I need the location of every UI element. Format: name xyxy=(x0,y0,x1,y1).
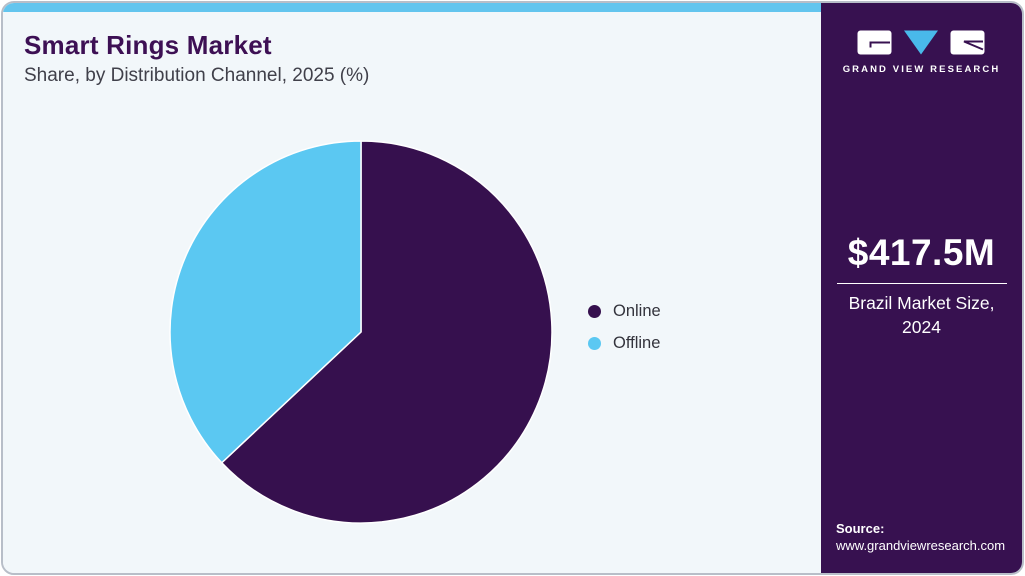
legend-label: Online xyxy=(613,302,661,320)
legend-marker-online-icon xyxy=(588,305,601,318)
metric-divider xyxy=(836,283,1007,285)
legend: Online Offline xyxy=(588,302,661,353)
gvr-logo-icon xyxy=(857,30,985,55)
source-block: Source: www.grandviewresearch.com xyxy=(821,521,1005,573)
sidebar: GRAND VIEW RESEARCH $417.5M Brazil Marke… xyxy=(821,3,1022,573)
market-size-value: $417.5M xyxy=(847,232,996,274)
metric-area: $417.5M Brazil Market Size, 2024 xyxy=(821,75,1022,521)
top-accent-bar xyxy=(3,3,821,12)
market-size-label: Brazil Market Size, 2024 xyxy=(848,293,995,337)
source-url[interactable]: www.grandviewresearch.com xyxy=(836,538,1006,553)
legend-label: Offline xyxy=(613,334,661,352)
pie-slice-online xyxy=(221,140,553,524)
market-size-block: $417.5M Brazil Market Size, 2024 xyxy=(821,232,1022,339)
logo-g-glyph xyxy=(869,41,891,48)
pie-chart xyxy=(168,139,554,525)
pie-slice-offline xyxy=(169,140,362,464)
brand-name: GRAND VIEW RESEARCH xyxy=(842,64,1001,75)
pie-chart-svg xyxy=(169,140,553,524)
page-title: Smart Rings Market xyxy=(24,30,272,60)
gvr-logo: GRAND VIEW RESEARCH xyxy=(843,30,1001,75)
page-subtitle: Share, by Distribution Channel, 2025 (%) xyxy=(24,65,370,87)
chart-panel: Smart Rings Market Share, by Distributio… xyxy=(3,3,821,573)
source-label: Source: xyxy=(836,521,885,536)
legend-marker-offline-icon xyxy=(588,337,601,350)
legend-item-online: Online xyxy=(588,302,661,321)
chart-header: Smart Rings Market Share, by Distributio… xyxy=(3,12,821,87)
logo-v-triangle xyxy=(904,30,939,55)
logo-r-glyph xyxy=(964,40,984,51)
legend-item-offline: Offline xyxy=(588,334,661,353)
